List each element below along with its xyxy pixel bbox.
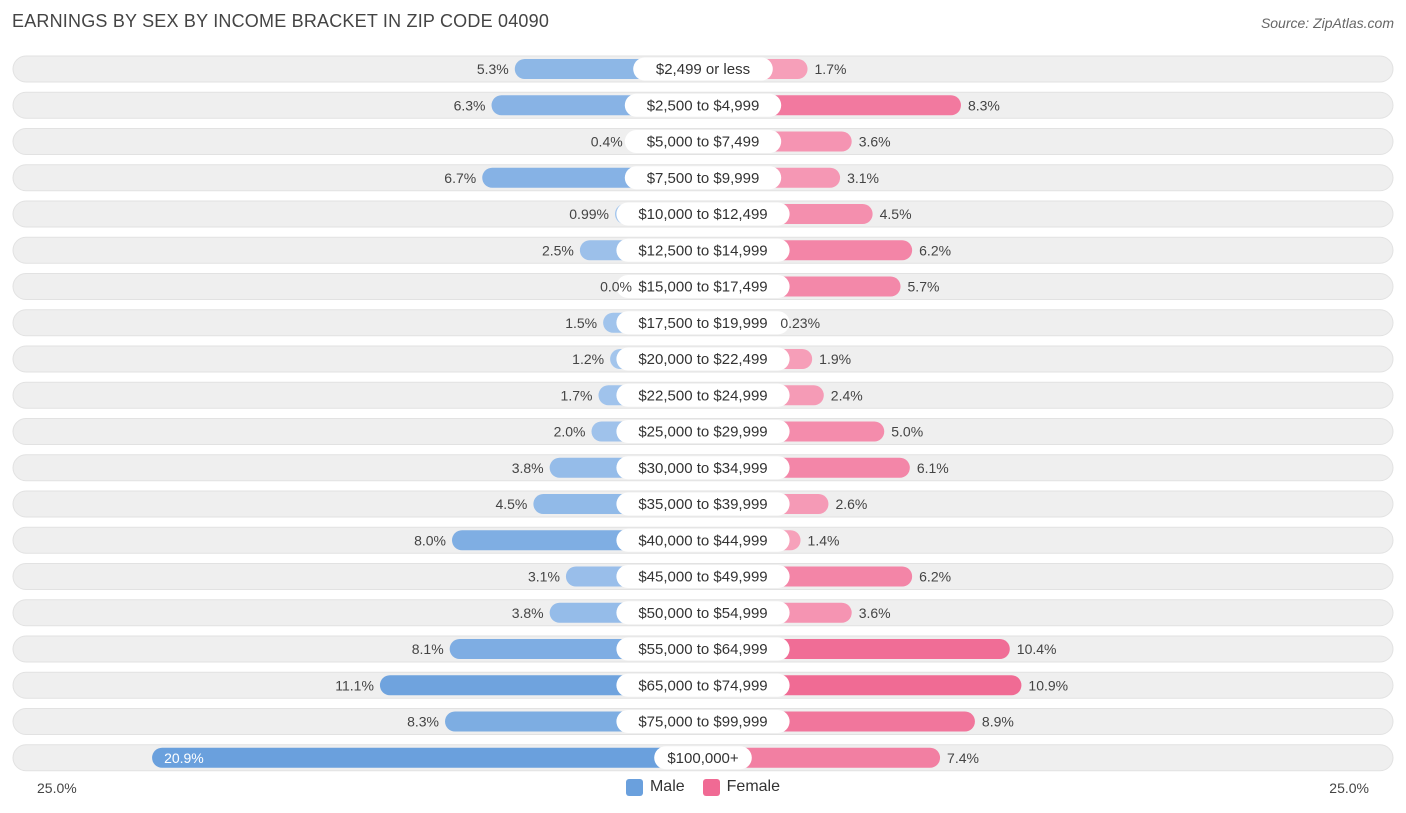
legend-item-female[interactable]: Female bbox=[702, 778, 781, 796]
category-pill bbox=[624, 93, 782, 117]
male-value-label: 2.0% bbox=[554, 424, 586, 440]
legend-label-female: Female bbox=[726, 778, 781, 795]
male-value-label: 11.1% bbox=[335, 677, 374, 693]
female-value-label: 1.4% bbox=[808, 532, 840, 548]
male-value-label: 3.8% bbox=[512, 605, 544, 621]
female-value-label: 2.4% bbox=[831, 387, 863, 403]
category-pill bbox=[616, 238, 790, 262]
female-value-label: 3.1% bbox=[847, 170, 879, 186]
category-label: $50,000 to $54,999 bbox=[638, 605, 767, 622]
category-label: $75,000 to $99,999 bbox=[638, 714, 767, 731]
female-value-label: 6.1% bbox=[917, 460, 949, 476]
category-label: $20,000 to $22,499 bbox=[638, 351, 767, 368]
category-pill bbox=[616, 311, 790, 335]
category-label: $25,000 to $29,999 bbox=[638, 424, 767, 441]
category-label: $65,000 to $74,999 bbox=[638, 677, 767, 694]
category-label: $7,500 to $9,999 bbox=[647, 170, 760, 187]
female-value-label: 1.9% bbox=[819, 351, 851, 367]
category-label: $10,000 to $12,499 bbox=[638, 206, 767, 223]
male-value-label: 1.7% bbox=[561, 387, 593, 403]
category-pill bbox=[616, 601, 790, 625]
legend-item-male[interactable]: Male bbox=[625, 778, 685, 796]
source-label: Source: ZipAtlas.com bbox=[1260, 15, 1394, 31]
legend-swatch-male bbox=[625, 778, 643, 796]
male-value-label: 0.4% bbox=[591, 134, 623, 150]
legend-swatch-female bbox=[702, 778, 720, 796]
female-value-label: 4.5% bbox=[880, 206, 912, 222]
male-value-label: 3.1% bbox=[528, 569, 560, 585]
category-label: $35,000 to $39,999 bbox=[638, 496, 767, 513]
female-value-label: 10.4% bbox=[1017, 641, 1057, 657]
category-label: $45,000 to $49,999 bbox=[638, 569, 767, 586]
female-value-label: 6.2% bbox=[919, 242, 951, 258]
category-pill bbox=[616, 275, 790, 298]
category-label: $2,500 to $4,999 bbox=[647, 97, 760, 114]
female-value-label: 1.7% bbox=[815, 61, 847, 77]
category-pill bbox=[616, 347, 790, 371]
female-value-label: 3.6% bbox=[859, 605, 891, 621]
female-value-label: 7.4% bbox=[947, 750, 979, 766]
category-label: $17,500 to $19,999 bbox=[638, 315, 767, 332]
category-pill bbox=[633, 57, 773, 81]
category-label: $15,000 to $17,499 bbox=[638, 279, 767, 296]
category-pill bbox=[616, 202, 790, 226]
category-label: $5,000 to $7,499 bbox=[647, 134, 760, 151]
male-value-label: 1.5% bbox=[565, 315, 597, 331]
category-pill bbox=[616, 528, 790, 552]
category-pill bbox=[616, 565, 790, 588]
category-pill bbox=[616, 492, 790, 516]
female-value-label: 5.7% bbox=[908, 279, 940, 295]
category-pill bbox=[616, 456, 790, 480]
chart-area: $2,499 or less 5.3% 1.7% $2,500 to $4,999 6.… bbox=[12, 55, 1394, 772]
category-label: $100,000+ bbox=[667, 750, 739, 767]
chart-title: EARNINGS BY SEX BY INCOME BRACKET IN ZIP… bbox=[12, 11, 550, 31]
axis-left-label: 25.0% bbox=[37, 780, 77, 796]
category-pill bbox=[616, 710, 790, 733]
axis-right-label: 25.0% bbox=[1329, 780, 1369, 796]
category-pill bbox=[616, 383, 790, 407]
category-label: $40,000 to $44,999 bbox=[638, 532, 767, 549]
category-pill bbox=[624, 166, 782, 190]
male-value-label: 20.9% bbox=[164, 750, 204, 766]
category-pill bbox=[654, 746, 752, 770]
female-value-label: 0.23% bbox=[780, 315, 820, 331]
male-value-label: 0.99% bbox=[569, 206, 609, 222]
category-pill bbox=[616, 673, 790, 697]
male-value-label: 3.8% bbox=[512, 460, 544, 476]
female-value-label: 6.2% bbox=[919, 569, 951, 585]
male-value-label: 1.2% bbox=[572, 351, 604, 367]
male-value-label: 6.7% bbox=[444, 170, 476, 186]
female-value-label: 5.0% bbox=[891, 424, 923, 440]
male-value-label: 5.3% bbox=[477, 61, 509, 77]
category-label: $30,000 to $34,999 bbox=[638, 460, 767, 477]
female-value-label: 2.6% bbox=[835, 496, 867, 512]
category-label: $55,000 to $64,999 bbox=[638, 641, 767, 658]
male-bar bbox=[152, 747, 703, 768]
male-value-label: 8.3% bbox=[407, 714, 439, 730]
category-label: $22,500 to $24,999 bbox=[638, 387, 767, 404]
female-value-label: 8.9% bbox=[982, 714, 1014, 730]
category-pill bbox=[624, 130, 782, 153]
male-value-label: 8.1% bbox=[412, 641, 444, 657]
male-value-label: 0.0% bbox=[600, 279, 632, 295]
male-value-label: 6.3% bbox=[454, 97, 486, 113]
male-value-label: 8.0% bbox=[414, 532, 446, 548]
category-label: $2,499 or less bbox=[656, 61, 750, 78]
category-pill bbox=[616, 637, 790, 661]
female-bar bbox=[703, 747, 941, 768]
male-value-label: 2.5% bbox=[542, 242, 574, 258]
category-label: $12,500 to $14,999 bbox=[638, 242, 767, 259]
legend: Male Female bbox=[0, 778, 1406, 796]
male-value-label: 4.5% bbox=[495, 496, 527, 512]
category-pill bbox=[616, 420, 790, 443]
legend-label-male: Male bbox=[649, 778, 685, 795]
female-value-label: 8.3% bbox=[968, 97, 1000, 113]
female-value-label: 10.9% bbox=[1028, 677, 1068, 693]
female-value-label: 3.6% bbox=[859, 134, 891, 150]
